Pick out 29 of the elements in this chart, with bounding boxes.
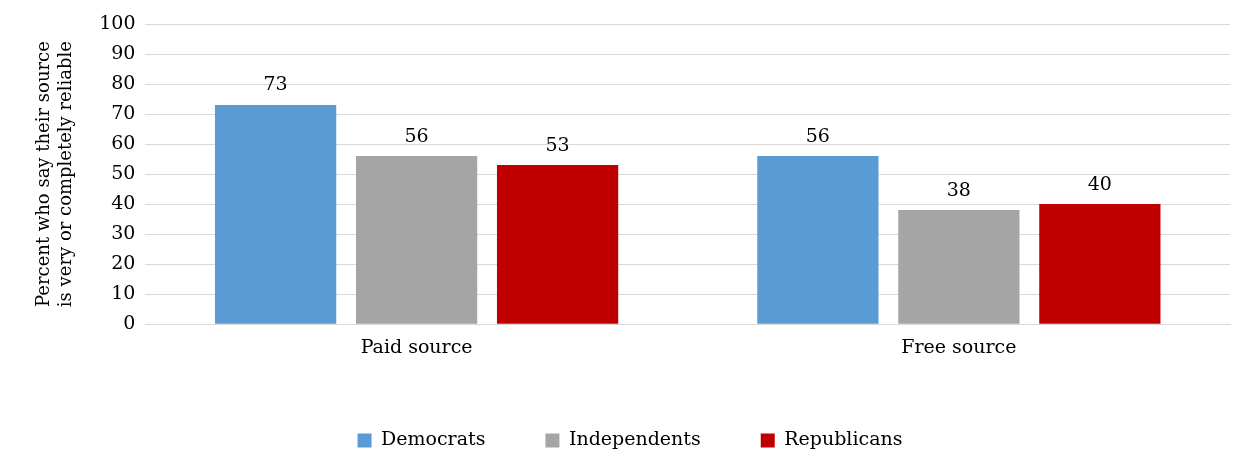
data-label: 56	[805, 123, 830, 146]
y-tick-label: 50	[111, 161, 136, 184]
y-axis-title: Percent who say their source is very or completely reliable	[32, 41, 76, 308]
y-tick-label: 0	[123, 311, 136, 334]
data-label: 40	[1087, 171, 1112, 194]
bar	[757, 156, 879, 324]
y-tick-label: 90	[111, 40, 136, 63]
y-tick-label: 20	[111, 251, 136, 274]
bar	[214, 105, 337, 324]
bar	[355, 156, 478, 324]
data-label: 56	[404, 123, 429, 146]
legend-label: Republicans	[784, 427, 903, 450]
y-tick-label: 100	[99, 10, 136, 33]
y-tick-label: 80	[111, 70, 136, 93]
data-label: 53	[545, 132, 570, 155]
y-tick-label: 60	[111, 131, 136, 154]
data-label: 38	[946, 177, 971, 200]
legend-label: Independents	[568, 427, 701, 450]
bar	[898, 210, 1020, 324]
bar	[1039, 204, 1161, 324]
y-tick-label: 70	[111, 101, 136, 123]
x-tick-label: Paid source	[360, 334, 473, 357]
y-tick-label: 30	[111, 221, 136, 244]
x-tick-label: Free source	[901, 334, 1017, 357]
y-tick-label: 40	[111, 191, 136, 214]
legend-label: Democrats	[381, 427, 486, 450]
bar	[496, 165, 619, 324]
data-label: 73	[263, 72, 288, 95]
y-tick-label: 10	[111, 281, 136, 304]
